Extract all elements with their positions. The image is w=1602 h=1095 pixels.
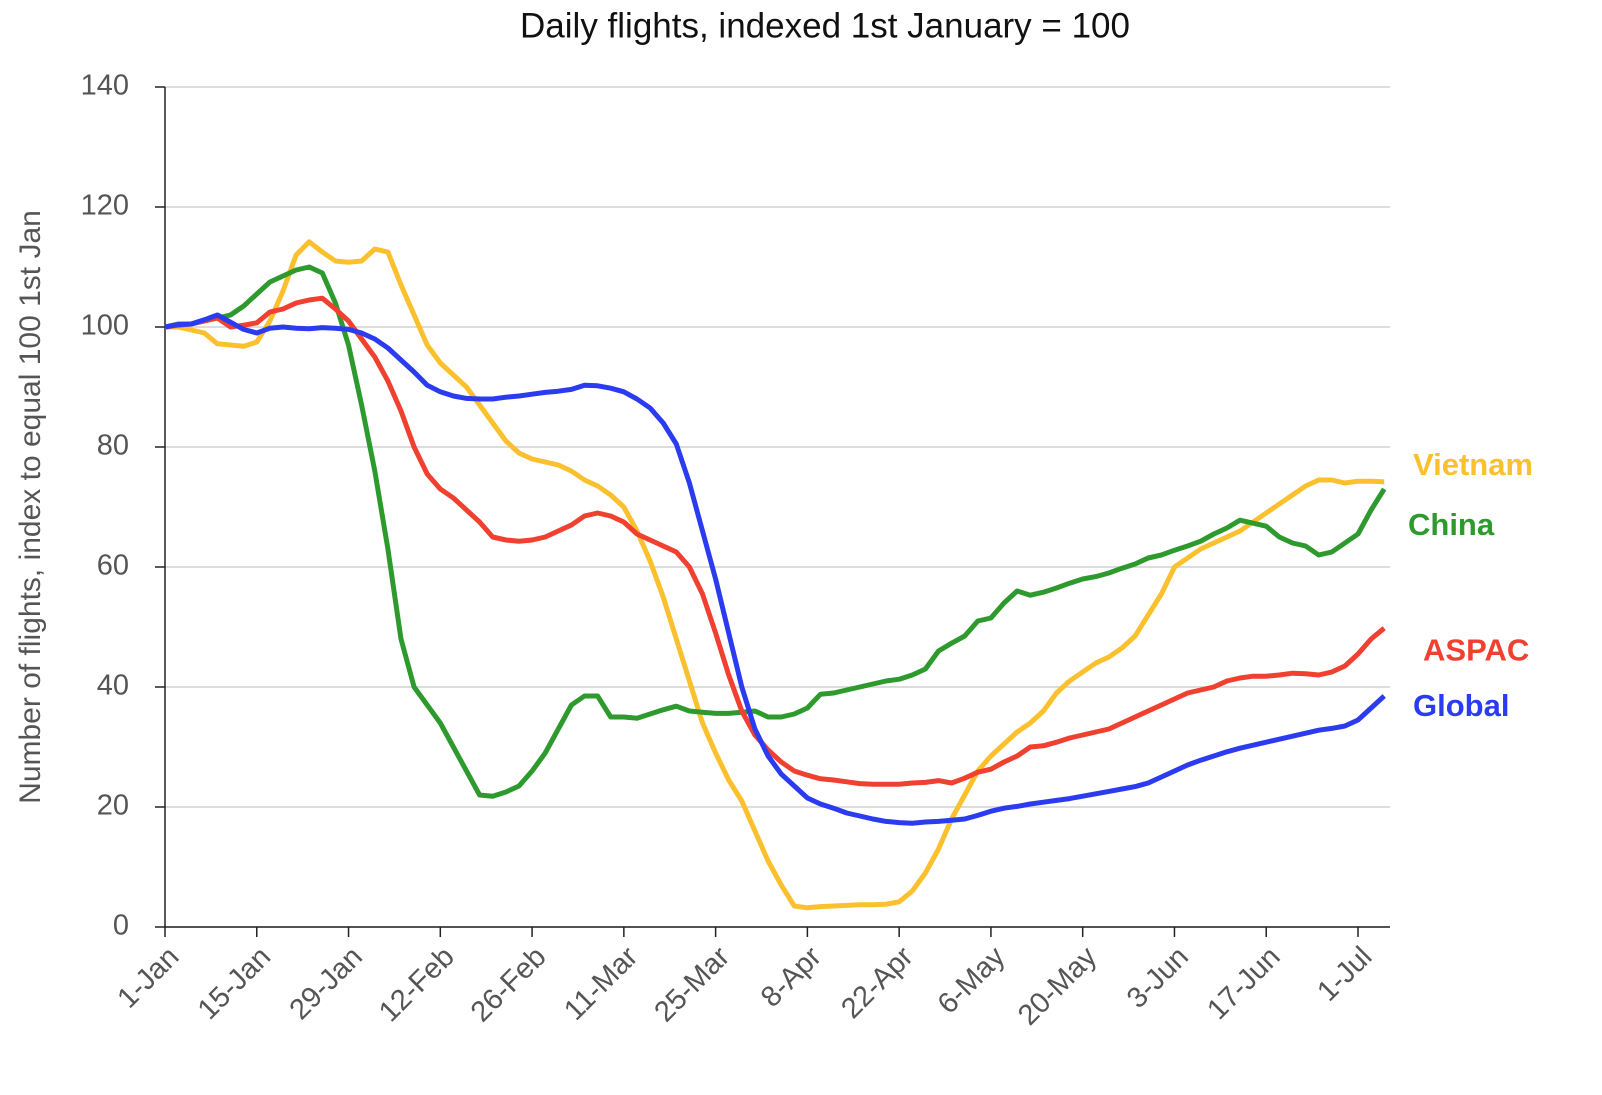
x-tick-label: 20-May — [1012, 940, 1103, 1031]
x-tick-label: 15-Jan — [192, 941, 277, 1026]
y-tick-label: 140 — [81, 70, 129, 102]
x-tick-label: 12-Feb — [373, 941, 461, 1029]
x-tick-label: 25-Mar — [648, 940, 736, 1028]
x-tick-label: 26-Feb — [465, 941, 553, 1029]
y-tick-label: 80 — [97, 430, 129, 462]
y-tick-label: 120 — [81, 190, 129, 222]
y-tick-label: 100 — [81, 310, 129, 342]
series-line — [165, 239, 1385, 911]
series-label: Vietnam — [1413, 447, 1533, 482]
x-tick-label: 17-Jun — [1201, 941, 1286, 1026]
y-tick-label: 0 — [113, 910, 129, 942]
y-tick-label: 60 — [97, 550, 129, 582]
series-line — [164, 295, 1386, 787]
x-tick-label: 8-Apr — [755, 940, 828, 1013]
x-tick-label: 6-May — [932, 940, 1012, 1020]
series-label: Global — [1413, 688, 1509, 723]
x-tick-label: 1-Jul — [1311, 941, 1378, 1008]
x-tick-label: 11-Mar — [558, 941, 644, 1027]
x-tick-label: 3-Jun — [1121, 941, 1195, 1015]
x-tick-label: 1-Jan — [111, 941, 185, 1015]
y-tick-label: 20 — [97, 790, 129, 822]
y-tick-label: 40 — [97, 670, 129, 702]
series-line — [164, 264, 1387, 799]
series-line — [164, 312, 1386, 826]
x-tick-label: 29-Jan — [284, 941, 369, 1026]
series-label: ASPAC — [1423, 632, 1529, 667]
y-axis-title: Number of flights, index to equal 100 1s… — [14, 210, 47, 804]
series-label: China — [1408, 507, 1495, 542]
x-tick-label: 22-Apr — [835, 940, 919, 1024]
chart-title: Daily flights, indexed 1st January = 100 — [520, 6, 1130, 45]
